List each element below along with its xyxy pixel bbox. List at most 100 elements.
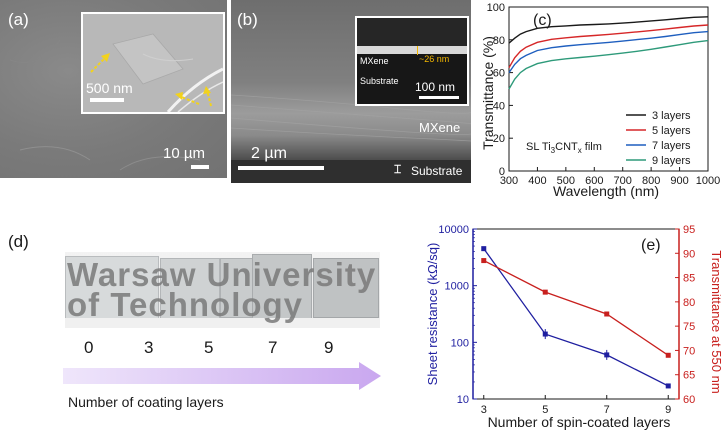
c-x-tick-label: 600 <box>585 175 603 187</box>
e-x-axis-label: Number of spin-coated layers <box>488 414 671 430</box>
panel-label-e: (e) <box>641 237 661 254</box>
e-series-line <box>483 260 669 356</box>
arrow-icon <box>63 362 381 390</box>
arrow-head-icon <box>203 86 211 94</box>
e-right-tick-label: 85 <box>683 273 695 285</box>
e-right-tick-label: 90 <box>683 248 695 260</box>
c-legend-label: 3 layers <box>652 110 691 122</box>
e-data-marker <box>665 352 671 358</box>
c-y-tick-label: 0 <box>499 166 505 178</box>
e-right-tick-label: 75 <box>683 321 695 333</box>
inset-a-texture <box>83 14 223 112</box>
substrate-region-label: Substrate <box>411 164 463 178</box>
c-y-axis-label: Transmittance (%) <box>480 36 496 150</box>
e-left-tick-label: 1000 <box>445 281 469 293</box>
main-a-scale-bar <box>191 165 209 169</box>
main-a-scale-label: 10 µm <box>163 145 205 162</box>
inset-b-mxene-layer <box>357 46 467 54</box>
panel-label-d: (d) <box>8 232 29 251</box>
panel-label-b: (b) <box>237 10 258 29</box>
sample-photo: Warsaw University of Technology <box>65 252 380 328</box>
inset-a: 500 nm <box>81 12 225 114</box>
layer-count-row: 0 3 5 7 9 <box>70 338 380 362</box>
sem-texture-b <box>231 94 471 183</box>
sem-image-cross-section: (b) MXene Substrate ~26 nm 100 nm MXene … <box>231 0 471 183</box>
inset-b-substrate-label: Substrate <box>360 76 399 86</box>
c-legend-label: 9 layers <box>652 155 691 167</box>
mxene-region-label: MXene <box>419 120 461 135</box>
c-series-line <box>508 24 709 69</box>
c-legend-label: 5 layers <box>652 125 691 137</box>
c-y-tick-label: 100 <box>487 2 505 14</box>
inset-a-scale-bar <box>90 98 124 102</box>
e-data-marker <box>665 383 671 389</box>
layer-count-label: 7 <box>268 338 278 357</box>
inset-a-scale-label: 500 nm <box>86 80 133 96</box>
photo-text-line1: Warsaw University <box>67 256 377 293</box>
inset-b: MXene Substrate ~26 nm 100 nm <box>355 16 469 106</box>
c-annotation: SL Ti3CNTx film <box>526 141 602 155</box>
arrow-head-icon <box>101 53 110 62</box>
layer-count-label: 3 <box>144 338 154 357</box>
e-x-tick-label: 9 <box>665 404 671 416</box>
photo-text-line2: of Technology <box>67 286 304 323</box>
arrow-head-icon <box>175 92 183 100</box>
e-right-tick-label: 95 <box>683 224 695 236</box>
c-legend-label: 7 layers <box>652 140 691 152</box>
panel-label-a: (a) <box>8 10 29 29</box>
c-y-tick-label: 80 <box>493 35 505 47</box>
c-series-line <box>508 16 709 44</box>
e-data-marker <box>604 311 610 317</box>
sem-texture-a <box>9 39 201 171</box>
e-series-line <box>483 248 669 387</box>
e-right-tick-label: 65 <box>683 370 695 382</box>
c-y-tick-label: 60 <box>493 68 505 80</box>
inset-b-scale-label: 100 nm <box>415 80 456 94</box>
c-x-axis-label: Wavelength (nm) <box>553 183 659 199</box>
thickness-marker-icon: ⌶ <box>394 162 402 176</box>
e-data-marker <box>481 246 487 252</box>
main-b-scale-bar <box>238 166 324 170</box>
e-left-tick-label: 100 <box>451 337 469 349</box>
e-x-tick-label: 5 <box>542 404 548 416</box>
c-x-tick-label: 500 <box>557 175 575 187</box>
e-data-marker <box>542 289 548 295</box>
c-x-tick-label: 900 <box>670 175 688 187</box>
panel-label-c: (c) <box>533 12 552 29</box>
e-x-tick-label: 3 <box>481 404 487 416</box>
e-right-tick-label: 80 <box>683 297 695 309</box>
transmittance-spectra-chart: Transmittance (%) Wavelength (nm) (c) SL… <box>480 2 720 199</box>
main-b-scale-label: 2 µm <box>251 145 287 162</box>
e-right-tick-label: 60 <box>683 394 695 406</box>
sample-slide <box>160 258 220 320</box>
c-x-tick-label: 800 <box>642 175 660 187</box>
e-x-tick-label: 7 <box>604 404 610 416</box>
e-right-tick-label: 70 <box>683 345 695 357</box>
e-left-tick-label: 10 <box>457 394 469 406</box>
sheet-resistance-chart: Sheet resistance (kΩ/sq) Transmittance a… <box>425 224 721 430</box>
inset-a-arrows <box>90 53 212 107</box>
e-left-axis-label: Sheet resistance (kΩ/sq) <box>425 243 440 386</box>
inset-b-thickness-label: ~26 nm <box>419 54 450 64</box>
e-left-tick-label: 10000 <box>438 224 469 236</box>
sample-slide <box>252 254 312 320</box>
e-data-marker <box>481 258 487 264</box>
c-y-tick-label: 20 <box>493 133 505 145</box>
c-x-tick-label: 700 <box>614 175 632 187</box>
arrow-caption: Number of coating layers <box>68 394 224 410</box>
c-x-tick-label: 300 <box>500 175 518 187</box>
e-plot-frame <box>472 228 680 400</box>
c-x-tick-label: 1000 <box>696 175 720 187</box>
layer-count-label: 9 <box>324 338 334 357</box>
sem-image-top-view: (a) 500 nm 10 µm <box>0 0 227 178</box>
c-series-line <box>508 30 709 73</box>
inset-b-scale-bar <box>419 96 459 99</box>
c-x-tick-label: 400 <box>528 175 546 187</box>
inset-b-thickness-marker <box>417 46 418 55</box>
e-right-axis-label: Transmittance at 550 nm <box>709 250 721 393</box>
c-y-tick-label: 40 <box>493 100 505 112</box>
sample-slide <box>313 258 379 318</box>
layer-count-label: 5 <box>204 338 214 357</box>
inset-b-mxene-label: MXene <box>360 56 389 66</box>
c-series-line <box>508 39 709 90</box>
